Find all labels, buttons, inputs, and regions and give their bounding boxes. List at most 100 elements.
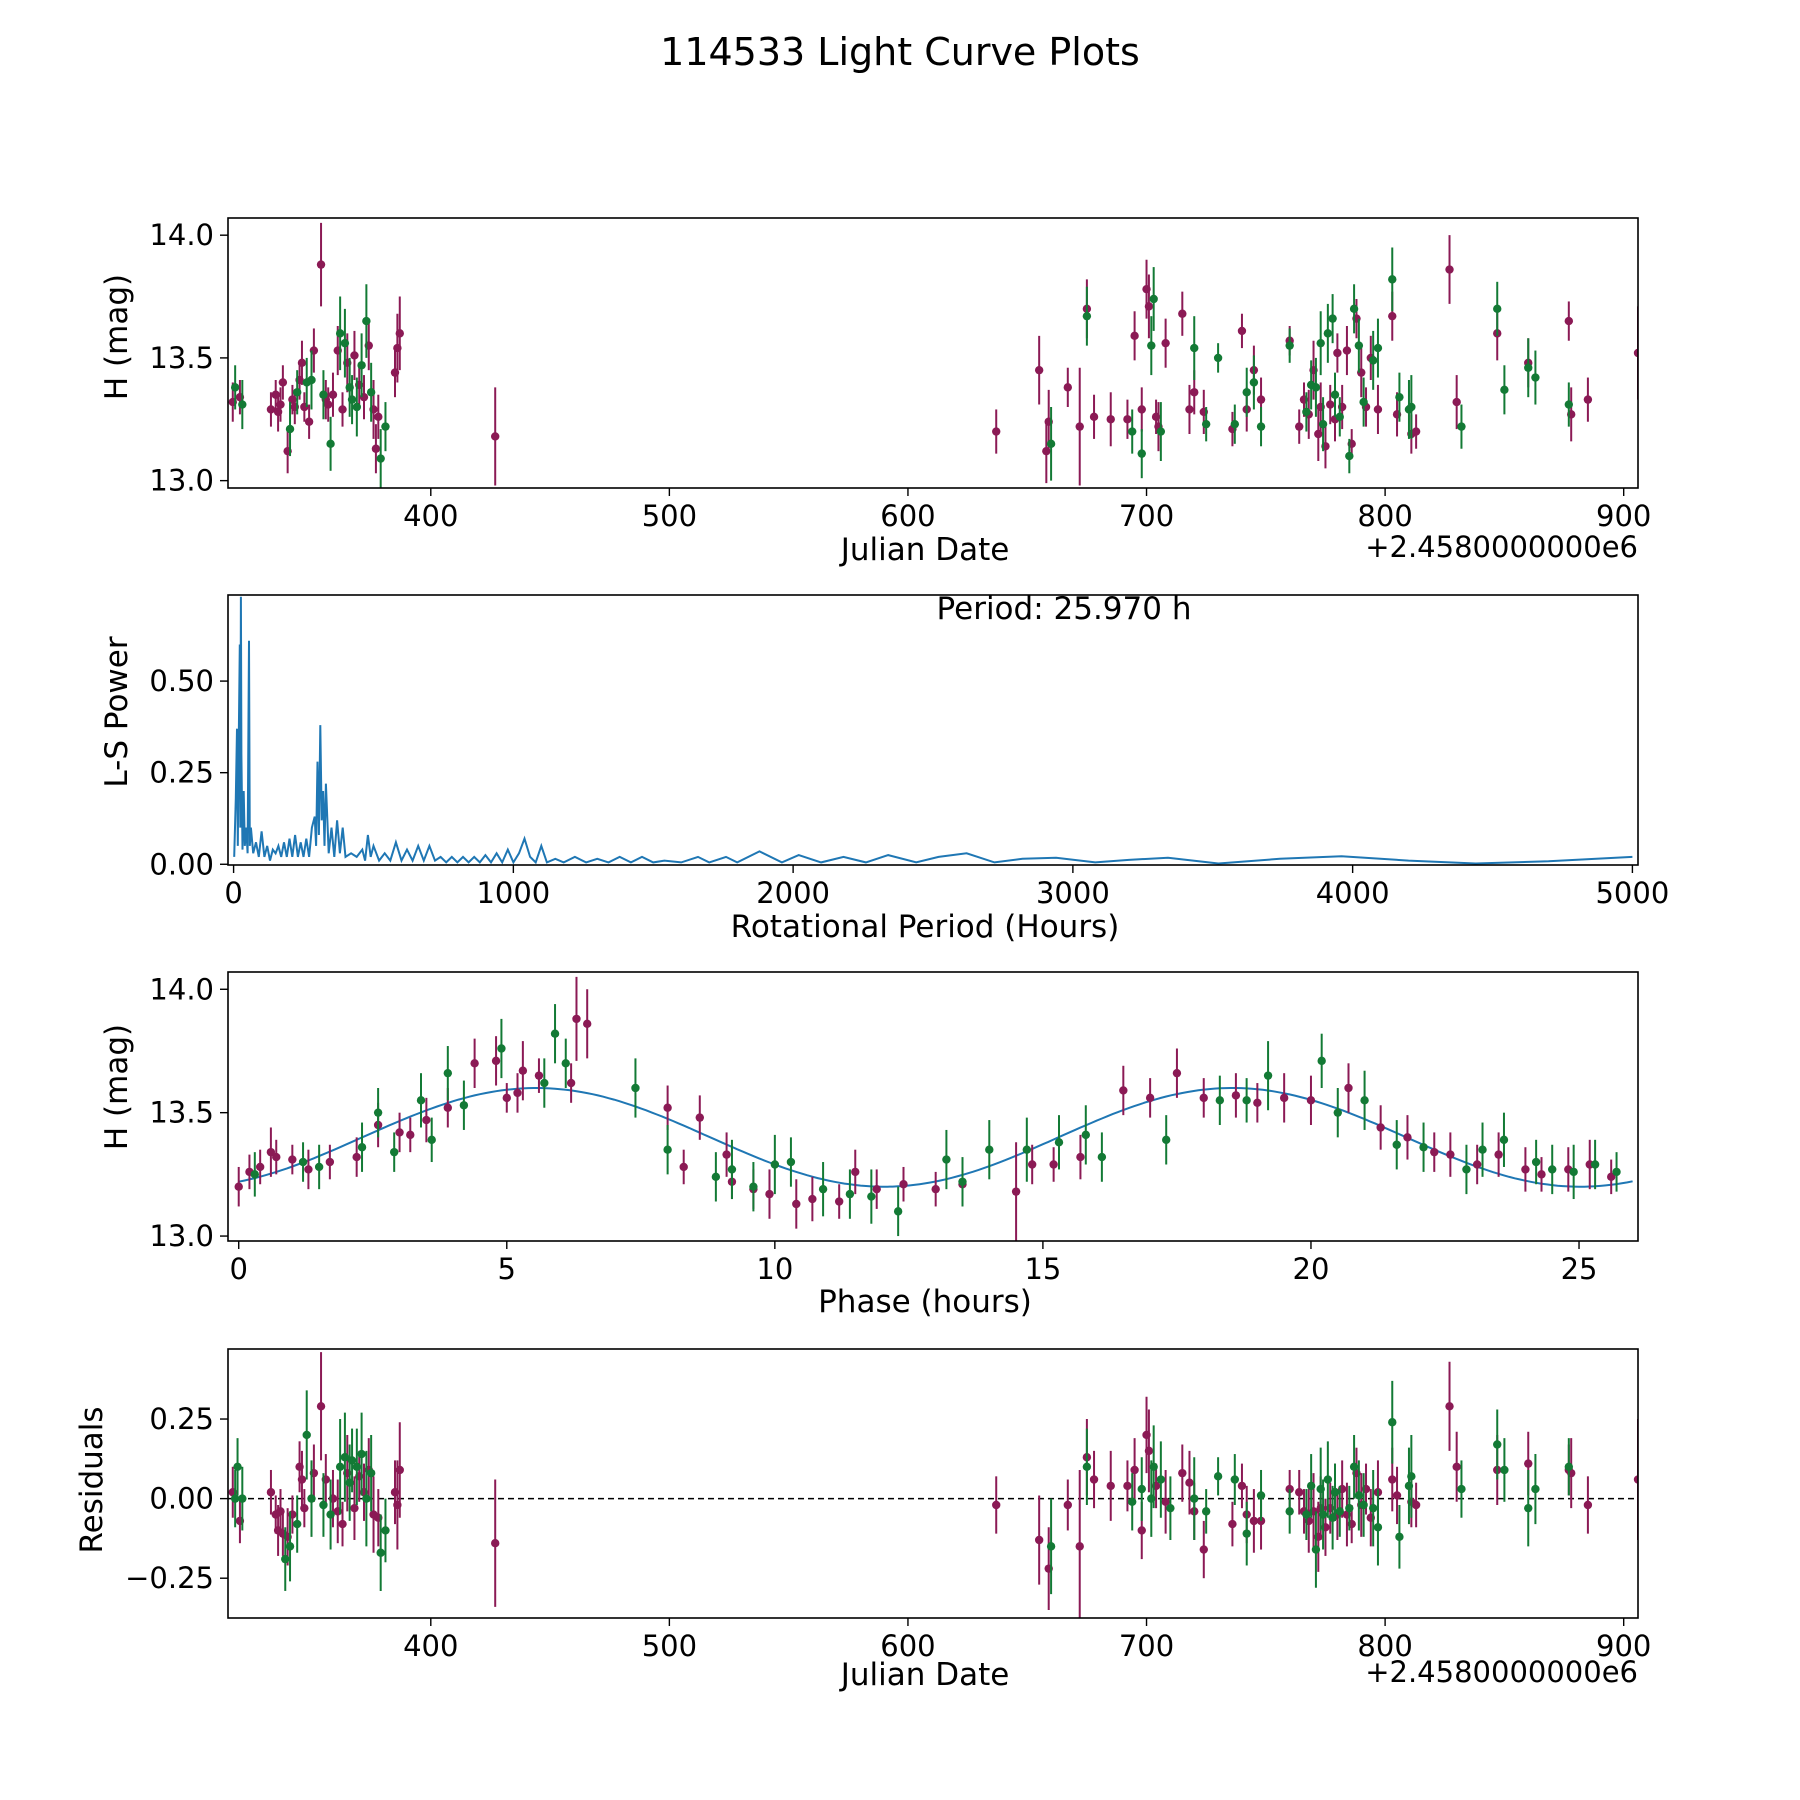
lightcurve-point-purple: [1373, 405, 1383, 414]
periodogram-xlabel: Rotational Period (Hours): [731, 909, 1120, 945]
phased-point-purple: [1279, 1093, 1289, 1103]
phased-point-purple: [765, 1189, 774, 1199]
phased-point-purple: [1403, 1133, 1412, 1142]
lightcurve-point-green: [1311, 383, 1321, 392]
lightcurve-xtick-label: 600: [880, 499, 935, 533]
phased-point-purple: [583, 1019, 592, 1029]
residuals-point-green: [381, 1526, 390, 1535]
lightcurve-point-purple: [1564, 316, 1574, 326]
lightcurve-point-purple: [1333, 348, 1342, 358]
phased-point-purple: [872, 1184, 881, 1194]
residuals-point-green: [347, 1456, 357, 1465]
lightcurve-xlabel: Julian Date: [839, 532, 1010, 568]
phased-point-green: [893, 1207, 903, 1216]
phased-point-green: [727, 1165, 737, 1174]
phased-point-green: [497, 1044, 506, 1053]
lightcurve-point-green: [1524, 363, 1533, 372]
phased-point-green: [1419, 1143, 1428, 1152]
lightcurve-point-purple: [278, 378, 288, 387]
phased-point-purple: [931, 1184, 940, 1194]
phased-xtick-label: 5: [498, 1252, 516, 1286]
phased-xlabel: Phase (hours): [818, 1284, 1032, 1320]
residuals-point-green: [238, 1494, 247, 1503]
residuals-point-purple: [1411, 1500, 1421, 1510]
residuals-point-green: [1368, 1503, 1378, 1513]
lightcurve-point-purple: [1185, 405, 1194, 414]
lightcurve-point-green: [319, 390, 328, 399]
phased-frame: [227, 971, 1639, 1242]
residuals-point-green: [335, 1462, 345, 1471]
residuals-point-green: [366, 1468, 376, 1478]
phased-point-purple: [395, 1128, 404, 1137]
lightcurve-point-green: [1149, 294, 1158, 304]
residuals-point-green: [340, 1453, 350, 1462]
residuals-point-purple: [1123, 1481, 1132, 1491]
phased-point-purple: [899, 1180, 908, 1189]
lightcurve-point-green: [230, 383, 240, 392]
periodogram-frame: [227, 594, 1639, 866]
lightcurve-point-purple: [1075, 422, 1084, 431]
lightcurve-point-purple: [1295, 422, 1304, 431]
phased-point-green: [389, 1147, 399, 1157]
phased-point-purple: [266, 1147, 276, 1157]
phased-point-purple: [255, 1162, 265, 1172]
periodogram-ytick-label: 0.00: [149, 847, 214, 881]
residuals-ylabel: Residuals: [74, 1406, 110, 1553]
lightcurve-point-green: [1137, 449, 1146, 458]
lightcurve-point-green: [1128, 427, 1137, 436]
residuals-ytick-label: 0.25: [149, 1402, 214, 1436]
residuals-point-green: [1230, 1475, 1240, 1484]
residuals-point-green: [302, 1430, 311, 1440]
phased-point-purple: [1199, 1093, 1208, 1103]
lightcurve-point-green: [1500, 385, 1509, 395]
phased-point-green: [373, 1108, 383, 1117]
residuals-point-green: [1564, 1462, 1574, 1471]
lightcurve-point-green: [1330, 390, 1340, 399]
residuals-point-green: [1354, 1491, 1364, 1500]
lightcurve-point-green: [1564, 400, 1574, 409]
residuals-point-purple: [1452, 1462, 1461, 1471]
residuals-point-purple: [1178, 1468, 1187, 1478]
lightcurve-point-purple: [1256, 395, 1266, 404]
phased-point-purple: [470, 1059, 479, 1068]
phased-point-purple: [566, 1078, 576, 1088]
lightcurve-point-green: [307, 375, 316, 385]
lightcurve-point-green: [1373, 343, 1383, 353]
lightcurve-point-purple: [374, 412, 383, 422]
phased-point-purple: [1027, 1160, 1037, 1169]
residuals-point-purple: [1199, 1545, 1208, 1554]
lightcurve-point-purple: [276, 400, 285, 409]
lightcurve-point-green: [1354, 341, 1364, 350]
lightcurve-point-purple: [1452, 397, 1461, 407]
periodogram-xtick-label: 5000: [1595, 876, 1669, 910]
residuals-point-purple: [1106, 1481, 1115, 1491]
phased-point-purple: [491, 1056, 501, 1066]
phased-plot-area: [234, 976, 1633, 1241]
residuals-plot-area: [228, 1352, 1638, 1618]
residuals-point-purple: [1392, 1491, 1402, 1500]
residuals-point-green: [1388, 1418, 1397, 1427]
phased-point-purple: [1344, 1083, 1353, 1093]
lightcurve-xtick-label: 500: [642, 499, 697, 533]
residuals-point-purple: [297, 1475, 307, 1484]
panel-residuals: Residuals Julian Date +2.4580000000e6 40…: [74, 1348, 1651, 1693]
phased-point-green: [416, 1096, 426, 1105]
phased-point-green: [845, 1189, 855, 1199]
phased-point-green: [1612, 1167, 1621, 1177]
periodogram-ytick-label: 0.25: [149, 756, 214, 790]
lightcurve-ytick-label: 13.5: [149, 341, 214, 375]
residuals-point-green: [1242, 1529, 1251, 1538]
phased-point-purple: [808, 1194, 817, 1204]
residuals-point-purple: [1161, 1497, 1170, 1507]
periodogram-xtick-label: 1000: [476, 876, 550, 910]
lightcurve-point-green: [1531, 373, 1540, 382]
lightcurve-point-green: [1201, 419, 1211, 429]
phased-ytick-label: 13.5: [149, 1096, 214, 1130]
phased-point-green: [1215, 1096, 1225, 1105]
residuals-point-purple: [1075, 1542, 1084, 1551]
residuals-point-green: [1082, 1462, 1092, 1471]
phased-point-green: [942, 1155, 951, 1164]
lightcurve-point-purple: [1633, 348, 1638, 358]
lightcurve-point-green: [1395, 392, 1404, 402]
